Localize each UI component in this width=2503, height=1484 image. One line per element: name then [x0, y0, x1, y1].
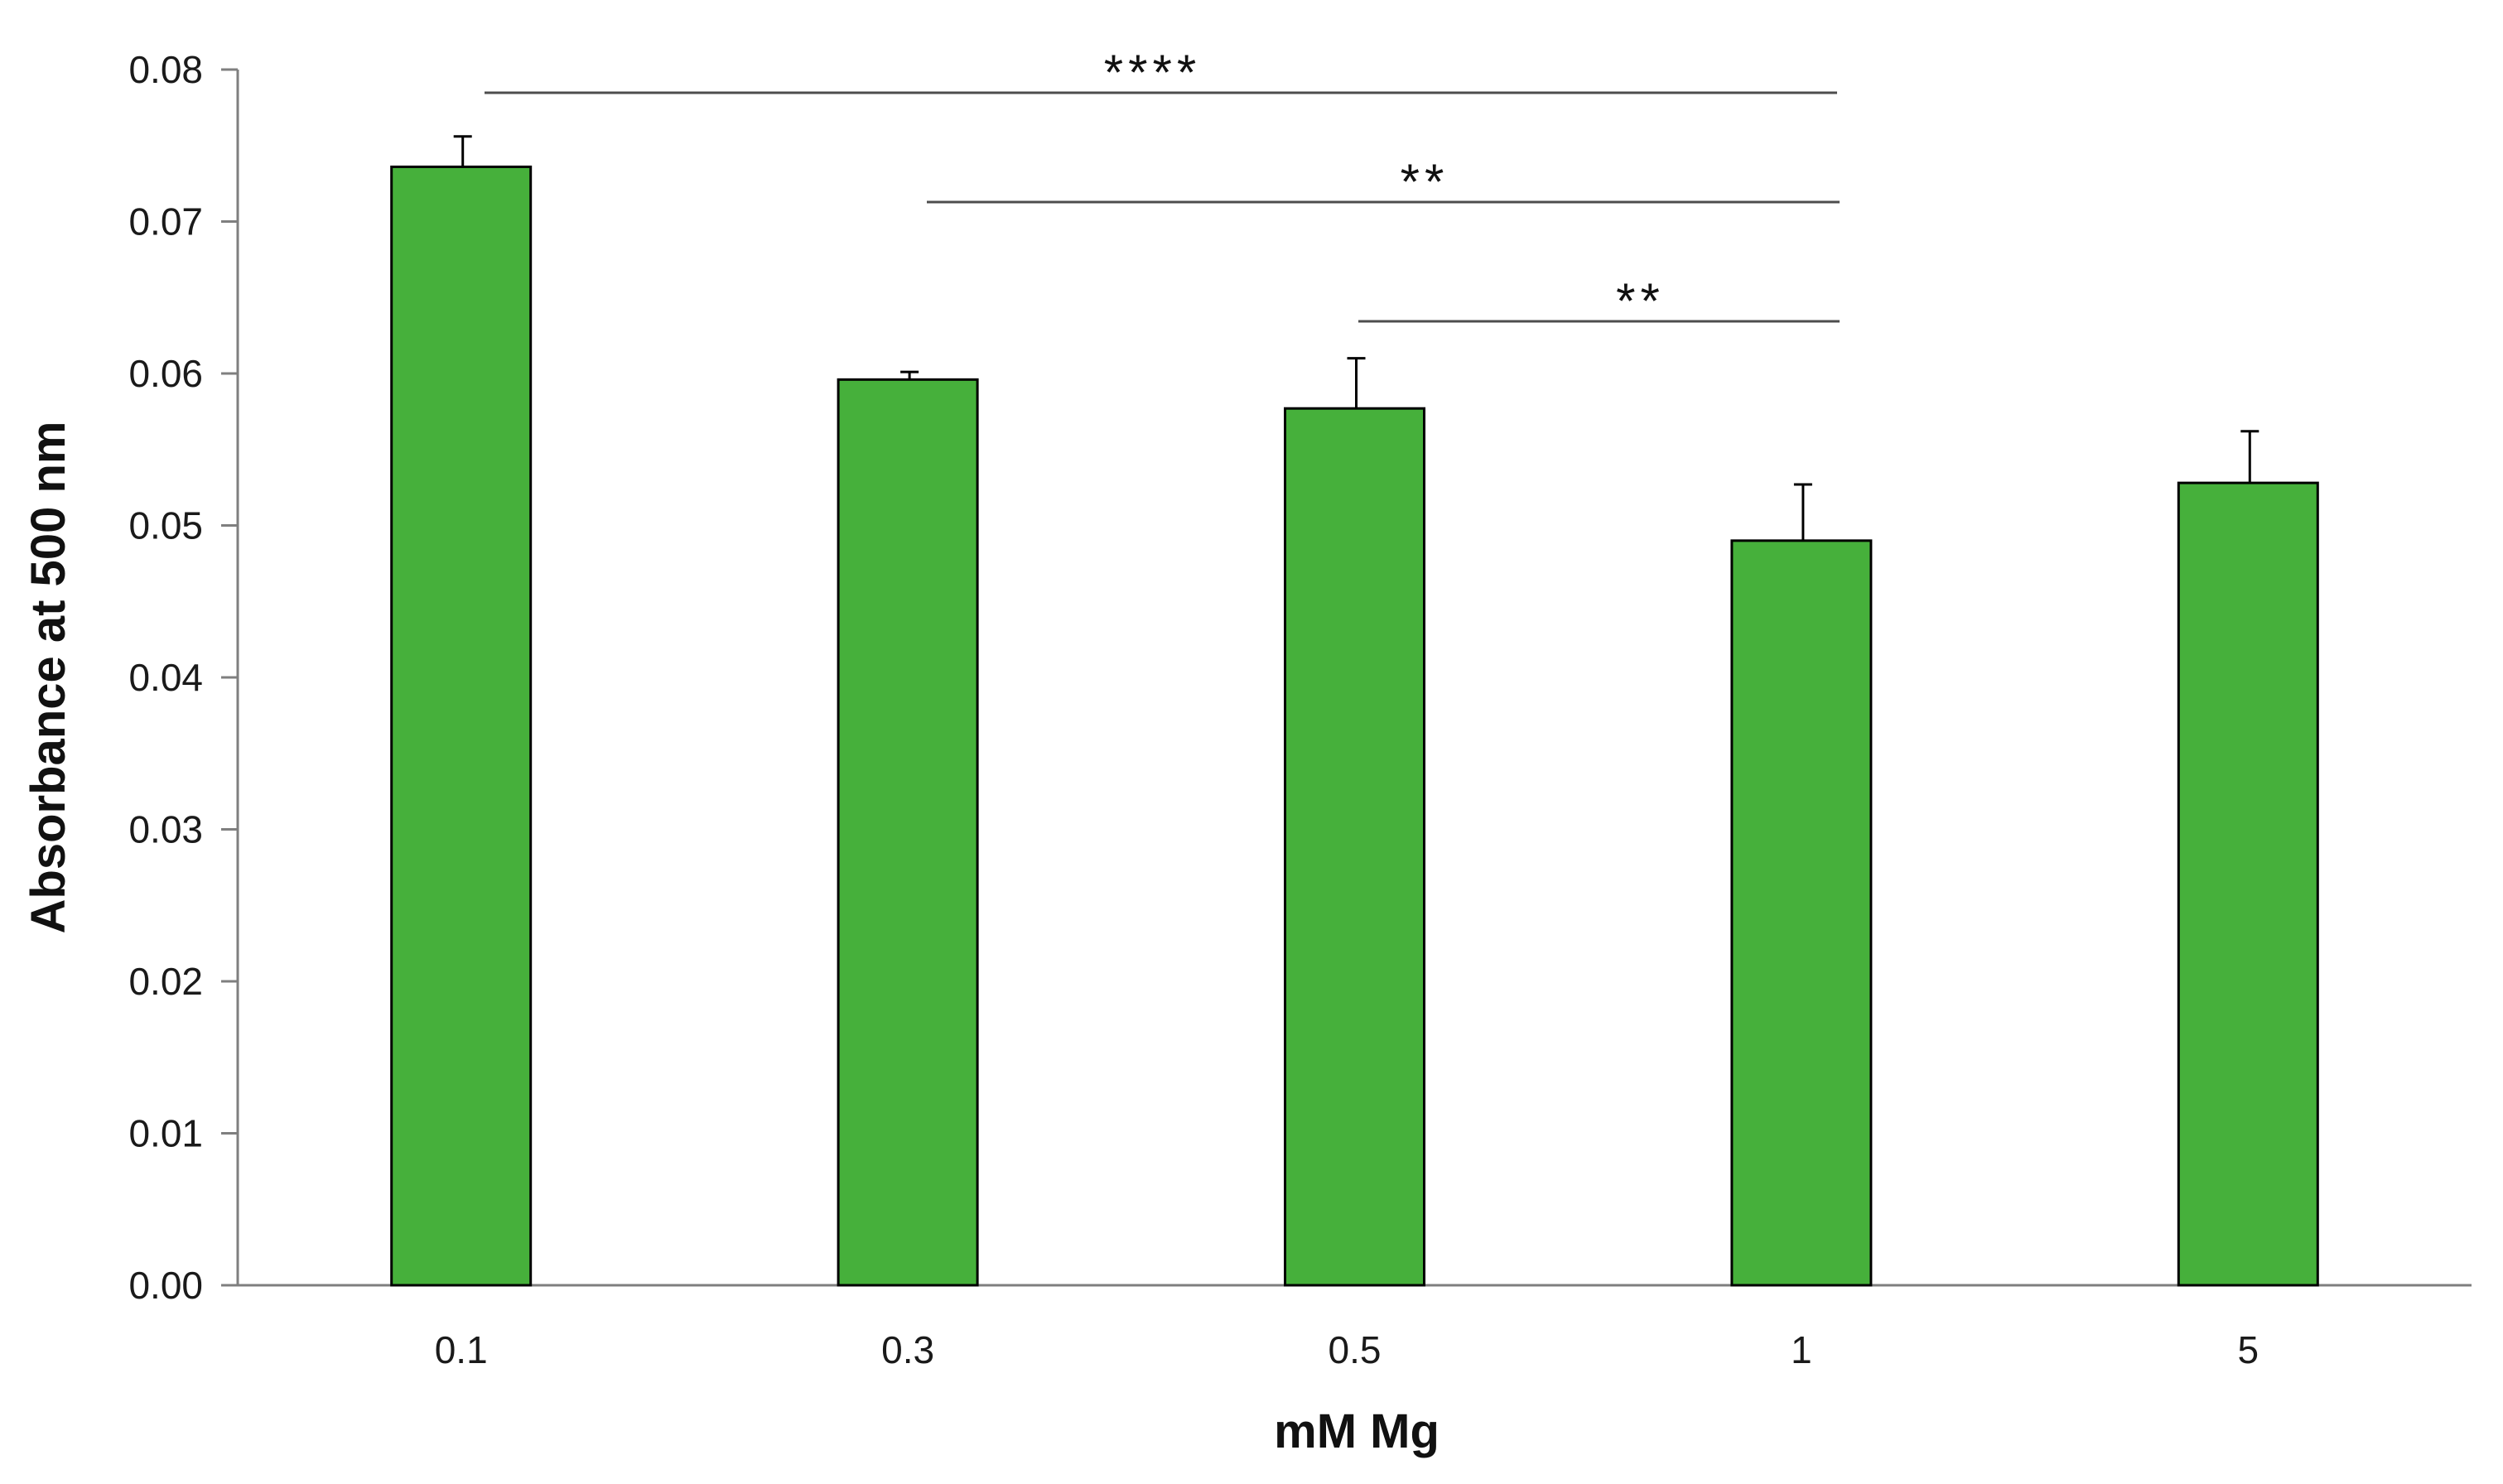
bar	[390, 165, 533, 1287]
bar	[1284, 407, 1425, 1287]
bar-series	[390, 165, 2319, 1287]
error-bar-series	[453, 135, 2259, 541]
significance-label: ****	[1104, 45, 1201, 100]
y-tick-label: 0.02	[128, 960, 203, 1003]
x-tick-label: 0.1	[435, 1328, 488, 1371]
y-tick-label: 0.00	[128, 1264, 203, 1307]
bar	[2177, 481, 2319, 1287]
y-tick-label: 0.08	[128, 48, 203, 91]
significance-label: **	[1616, 273, 1665, 329]
y-tick-label: 0.04	[128, 656, 203, 699]
y-axis: 0.00 0.01 0.02 0.03 0.04 0.05 0.06 0.07 0.08	[128, 48, 239, 1307]
y-tick-label: 0.03	[128, 808, 203, 851]
x-tick-label: 5	[2238, 1328, 2259, 1371]
bar	[837, 378, 979, 1287]
y-axis-title: Absorbance at 500 nm	[22, 422, 75, 934]
bar	[1730, 539, 1873, 1287]
y-tick-label: 0.05	[128, 504, 203, 547]
x-tick-label: 1	[1791, 1328, 1812, 1371]
x-axis-title: mM Mg	[1274, 1404, 1440, 1458]
significance-label: **	[1401, 154, 1449, 210]
y-tick-label: 0.07	[128, 200, 203, 243]
x-axis: 0.1 0.3 0.5 1 5	[238, 1284, 2472, 1371]
x-tick-label: 0.3	[881, 1328, 934, 1371]
x-tick-label: 0.5	[1329, 1328, 1382, 1371]
significance-annotations: ********	[485, 45, 1840, 329]
y-tick-label: 0.01	[128, 1112, 203, 1155]
y-tick-label: 0.06	[128, 352, 203, 395]
